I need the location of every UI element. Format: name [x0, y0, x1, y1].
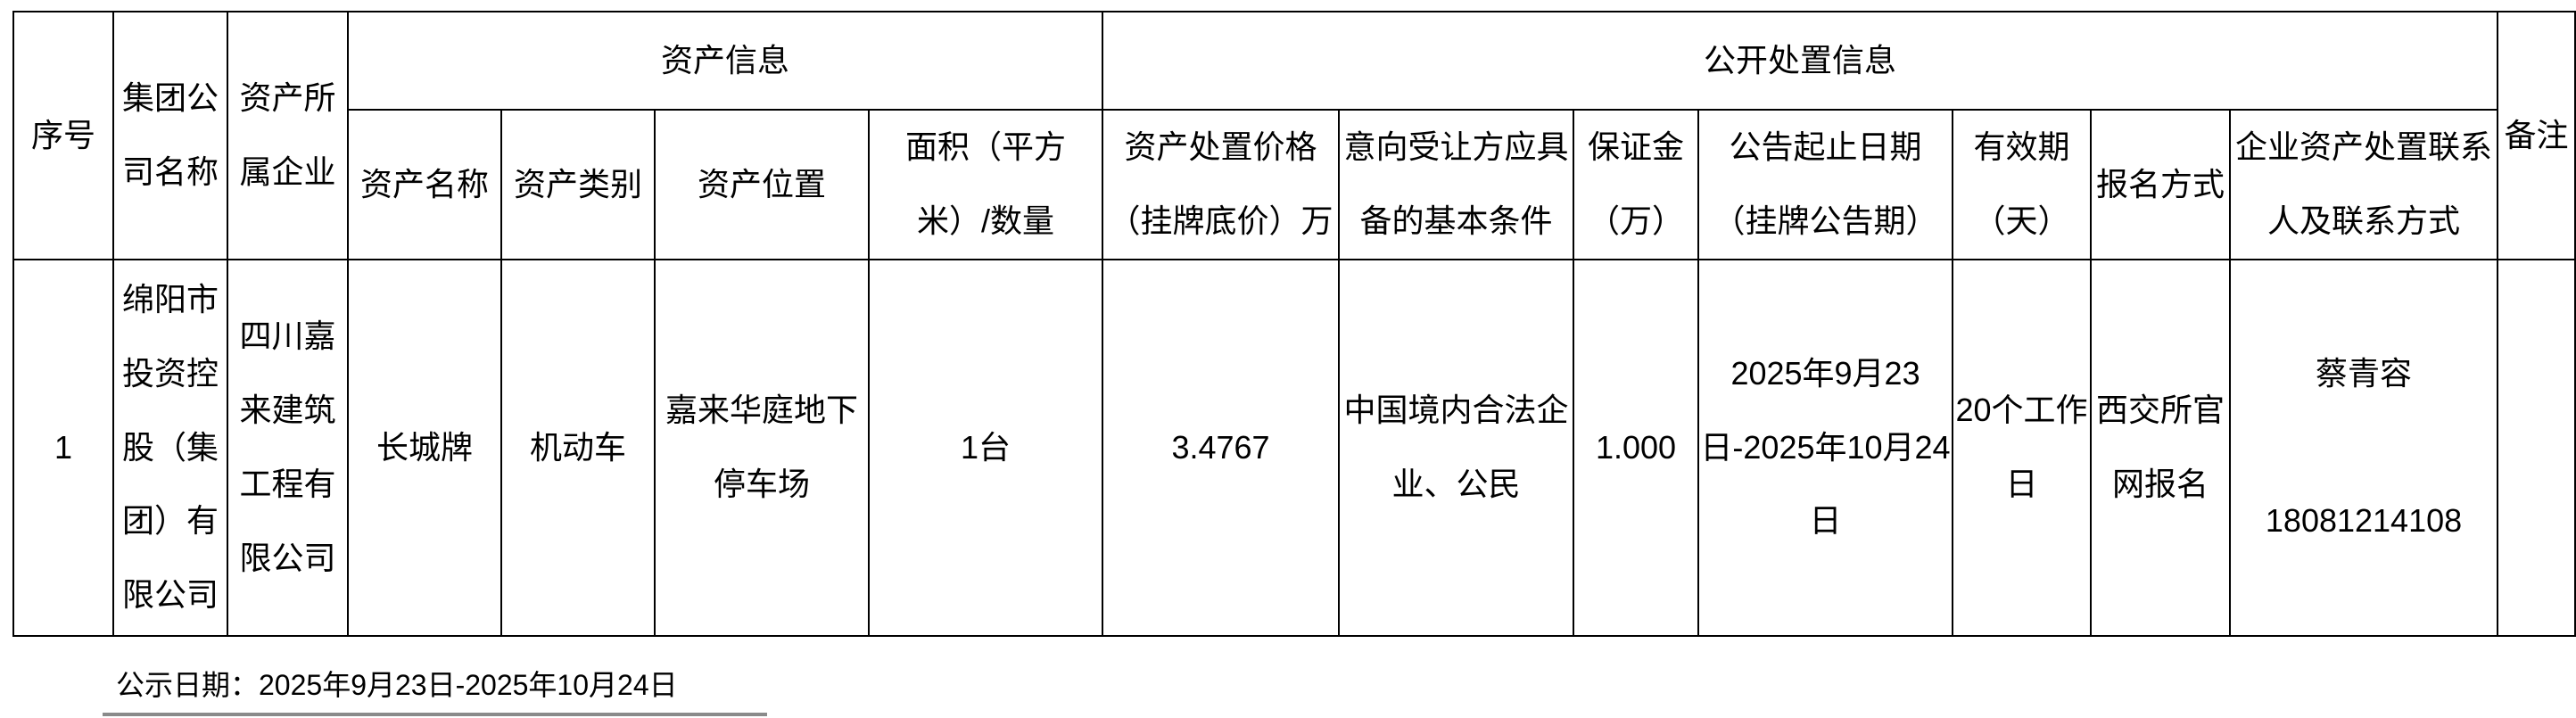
group-header-asset-info: 资产信息 [346, 11, 1104, 111]
cell-serial: 1 [12, 259, 114, 637]
clipped-text-line [103, 713, 767, 716]
cell-deposit: 1.000 [1573, 259, 1700, 637]
header-asset-owner: 资产所属企业 [227, 11, 349, 260]
contact-phone: 18081214108 [2265, 502, 2463, 540]
header-asset-name: 资产名称 [347, 109, 502, 260]
cell-remarks [2497, 259, 2576, 637]
publicity-date-text: 公示日期：2025年9月23日-2025年10月24日 [116, 669, 678, 701]
group-header-public-disposal-info: 公开处置信息 [1102, 11, 2499, 111]
cell-asset-location: 嘉来华庭地下停车场 [654, 259, 870, 637]
asset-disposal-table: 序号 集团公司名称 资产所属企业 资产信息 公开处置信息 备注 资产名称 资产类… [12, 11, 2576, 637]
cell-notice-dates: 2025年9月23日-2025年10月24日 [1697, 259, 1954, 637]
cell-contact: 蔡青容 18081214108 [2229, 259, 2499, 637]
cell-asset-owner: 四川嘉来建筑工程有限公司 [227, 259, 349, 637]
header-group-company: 集团公司名称 [112, 11, 228, 260]
header-remarks: 备注 [2497, 11, 2576, 260]
cell-asset-name: 长城牌 [347, 259, 502, 637]
header-registration-method: 报名方式 [2090, 109, 2232, 260]
header-area-quantity: 面积（平方米）/数量 [867, 109, 1104, 260]
header-transferee-conditions: 意向受让方应具备的基本条件 [1338, 109, 1575, 260]
cell-asset-category: 机动车 [500, 259, 656, 637]
header-asset-location: 资产位置 [654, 109, 870, 260]
contact-name: 蔡青容 [2316, 354, 2413, 392]
cell-area-quantity: 1台 [867, 259, 1104, 637]
header-disposal-price: 资产处置价格（挂牌底价）万 [1102, 109, 1341, 260]
header-deposit: 保证金（万） [1573, 109, 1700, 260]
cell-group-company: 绵阳市投资控股（集团）有限公司 [112, 259, 228, 637]
cell-transferee-conditions: 中国境内合法企业、公民 [1338, 259, 1575, 637]
header-contact: 企业资产处置联系人及联系方式 [2229, 109, 2499, 260]
header-notice-dates: 公告起止日期（挂牌公告期） [1697, 109, 1954, 260]
header-serial: 序号 [12, 11, 114, 260]
header-asset-category: 资产类别 [500, 109, 656, 260]
table-row: 1 绵阳市投资控股（集团）有限公司 四川嘉来建筑工程有限公司 长城牌 机动车 嘉… [12, 259, 2576, 637]
cell-disposal-price: 3.4767 [1102, 259, 1341, 637]
cell-validity-days: 20个工作日 [1952, 259, 2093, 637]
header-validity-days: 有效期（天） [1952, 109, 2093, 260]
cell-registration-method: 西交所官网报名 [2090, 259, 2232, 637]
